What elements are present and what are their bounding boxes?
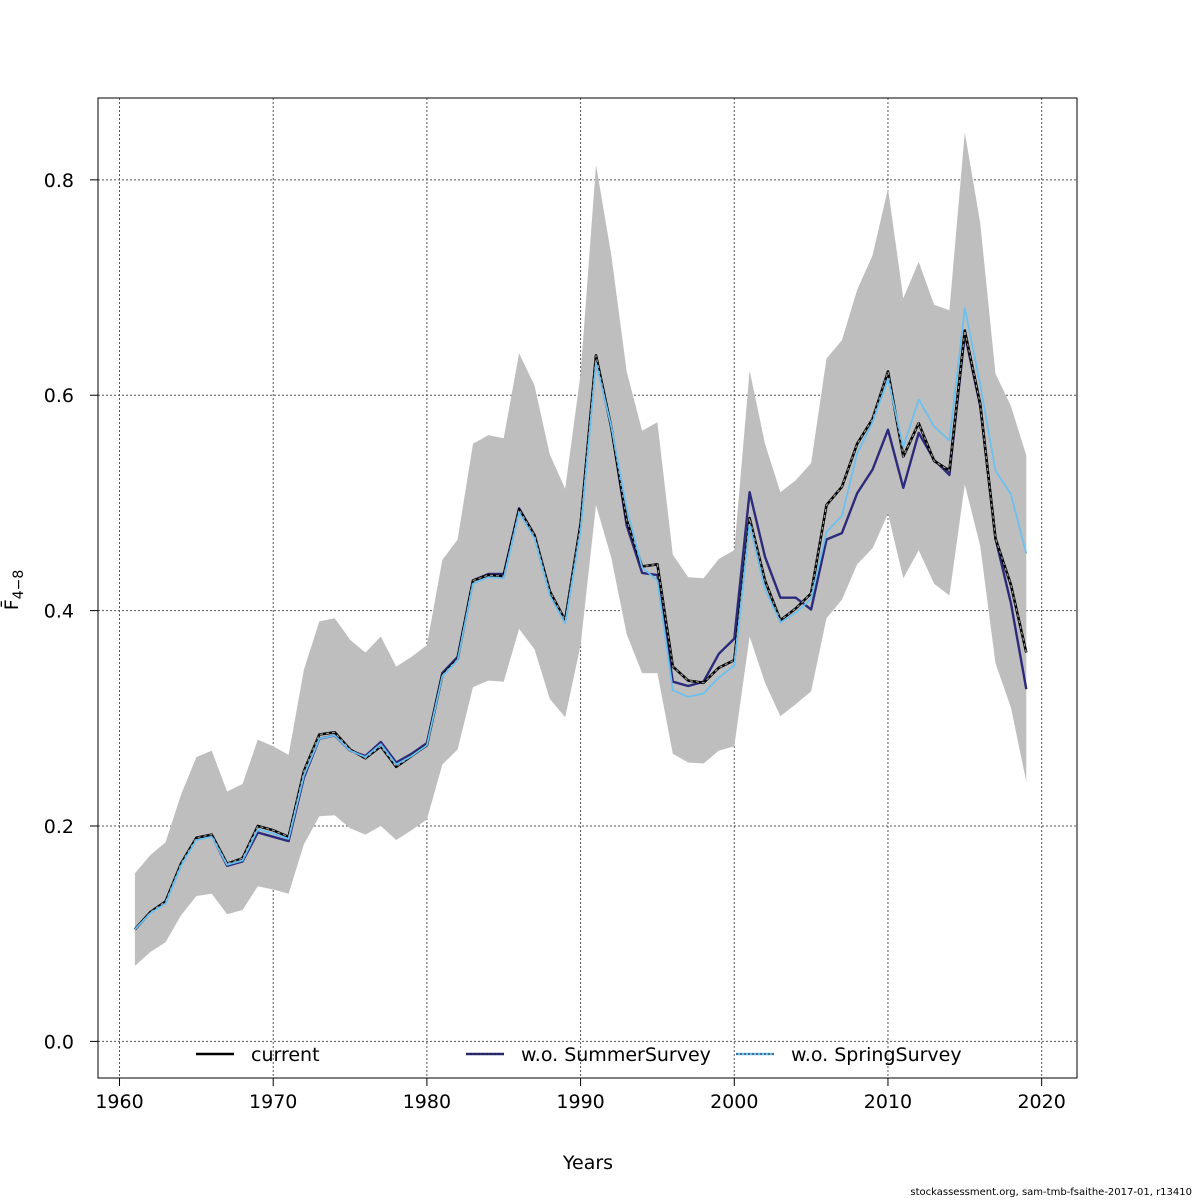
x-tick-label: 2000 bbox=[710, 1091, 758, 1113]
legend-label-w-o-springsurvey: w.o. SpringSurvey bbox=[791, 1044, 962, 1066]
confidence-band-layer bbox=[134, 132, 1027, 966]
confidence-band bbox=[134, 132, 1027, 966]
x-tick-label: 1970 bbox=[249, 1091, 297, 1113]
legend-label-w-o-summersurvey: w.o. SummerSurvey bbox=[521, 1044, 711, 1066]
y-tick-label: 0.8 bbox=[44, 170, 74, 192]
y-tick-label: 0.6 bbox=[44, 385, 74, 407]
x-tick-label: 1990 bbox=[556, 1091, 604, 1113]
legend: current w.o. SummerSurvey w.o. SpringSurve… bbox=[196, 1044, 962, 1066]
x-axis: 1960 1970 1980 1990 2000 2010 2020 bbox=[95, 1078, 1066, 1113]
y-tick-label: 0.0 bbox=[44, 1031, 74, 1053]
series-line-w-o-springsurvey bbox=[134, 307, 1028, 931]
grid bbox=[98, 98, 1077, 1078]
y-tick-label: 0.2 bbox=[44, 816, 74, 838]
plot-frame bbox=[97, 97, 1078, 1079]
x-tick-label: 1960 bbox=[95, 1091, 143, 1113]
y-axis-title: F̄4−8 bbox=[0, 570, 27, 610]
y-axis-title-subscript: 4−8 bbox=[11, 570, 27, 600]
legend-label-current: current bbox=[251, 1044, 320, 1066]
x-axis-title: Years bbox=[562, 1152, 613, 1174]
footer-credit: stockassessment.org, sam-tmb-fsaithe-201… bbox=[910, 1187, 1192, 1198]
x-tick-label: 2020 bbox=[1017, 1091, 1065, 1113]
y-axis-title-main: F̄ bbox=[0, 599, 23, 610]
x-tick-label: 1980 bbox=[403, 1091, 451, 1113]
x-tick-label: 2010 bbox=[864, 1091, 912, 1113]
svg-text:F̄4−8: F̄4−8 bbox=[0, 570, 27, 610]
y-axis: 0.0 0.2 0.4 0.6 0.8 bbox=[44, 170, 98, 1053]
series-layer bbox=[133, 307, 1028, 931]
y-tick-label: 0.4 bbox=[44, 601, 74, 623]
